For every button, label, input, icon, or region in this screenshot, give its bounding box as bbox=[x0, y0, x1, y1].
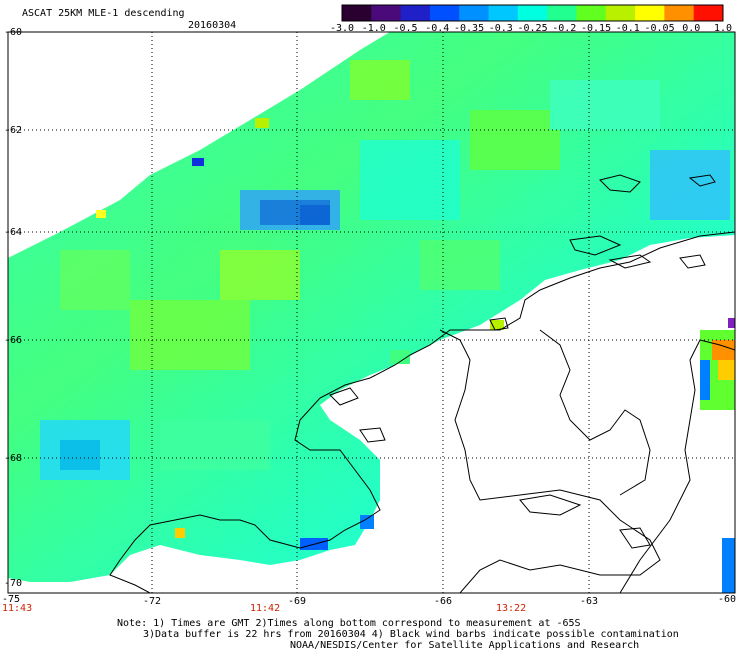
coastline bbox=[109, 174, 735, 593]
colorbar-swatch bbox=[371, 5, 402, 21]
note-line-2: 3)Data buffer is 22 hrs from 20160304 4)… bbox=[143, 629, 679, 640]
colorbar bbox=[341, 4, 724, 22]
colorbar-tick-label: -0.05 bbox=[644, 23, 675, 34]
data-swath bbox=[8, 32, 735, 593]
colorbar-tick-label: -1.0 bbox=[361, 23, 386, 34]
lon-label: -72 bbox=[143, 596, 162, 607]
lat-label: -64 bbox=[4, 227, 23, 238]
colorbar-swatch bbox=[547, 5, 577, 21]
colorbar-swatch bbox=[576, 5, 607, 21]
colorbar-tick-label: -3.0 bbox=[330, 23, 355, 34]
note-line-3: NOAA/NESDIS/Center for Satellite Applica… bbox=[290, 640, 640, 651]
lat-label: -70 bbox=[4, 578, 23, 589]
colorbar-swatch bbox=[459, 5, 490, 21]
product-date: 20160304 bbox=[188, 20, 237, 31]
colorbar-swatch bbox=[400, 5, 431, 21]
colorbar-tick-label: -0.1 bbox=[615, 23, 640, 34]
plot-frame bbox=[7, 31, 736, 594]
product-title: ASCAT 25KM MLE-1 descending bbox=[22, 8, 185, 19]
graticule bbox=[8, 32, 735, 593]
colorbar-tick-label: -0.2 bbox=[552, 23, 577, 34]
lon-label: -60 bbox=[718, 594, 737, 605]
colorbar-swatch bbox=[693, 5, 724, 21]
lon-label: -63 bbox=[580, 596, 599, 607]
colorbar-tick-label: -0.15 bbox=[581, 23, 612, 34]
colorbar-frame bbox=[341, 4, 724, 22]
lon-label: -69 bbox=[288, 596, 307, 607]
time-label: 11:43 bbox=[2, 603, 33, 614]
colorbar-swatch bbox=[517, 5, 548, 21]
lat-label: -62 bbox=[4, 125, 23, 136]
lon-label: -75 bbox=[2, 594, 21, 605]
colorbar-swatch bbox=[664, 5, 695, 21]
colorbar-swatch bbox=[429, 5, 460, 21]
colorbar-tick-label: -0.5 bbox=[393, 23, 418, 34]
colorbar-tick-label: 1.0 bbox=[714, 23, 733, 34]
colorbar-swatch bbox=[342, 5, 372, 21]
colorbar-tick-label: -0.25 bbox=[517, 23, 548, 34]
time-label: 11:42 bbox=[250, 603, 281, 614]
time-label: 13:22 bbox=[496, 603, 527, 614]
colorbar-tick-label: -0.3 bbox=[488, 23, 513, 34]
colorbar-swatch bbox=[605, 5, 636, 21]
note-line-1: Note: 1) Times are GMT 2)Times along bot… bbox=[117, 618, 581, 629]
colorbar-tick-label: 0.0 bbox=[682, 23, 701, 34]
lat-label: -60 bbox=[4, 27, 23, 38]
colorbar-swatch bbox=[635, 5, 665, 21]
lon-label: -66 bbox=[434, 596, 453, 607]
colorbar-tick-label: -0.35 bbox=[454, 23, 485, 34]
colorbar-tick-label: -0.4 bbox=[425, 23, 450, 34]
lat-label: -66 bbox=[4, 335, 23, 346]
lat-label: -68 bbox=[4, 453, 23, 464]
colorbar-swatch bbox=[488, 5, 519, 21]
